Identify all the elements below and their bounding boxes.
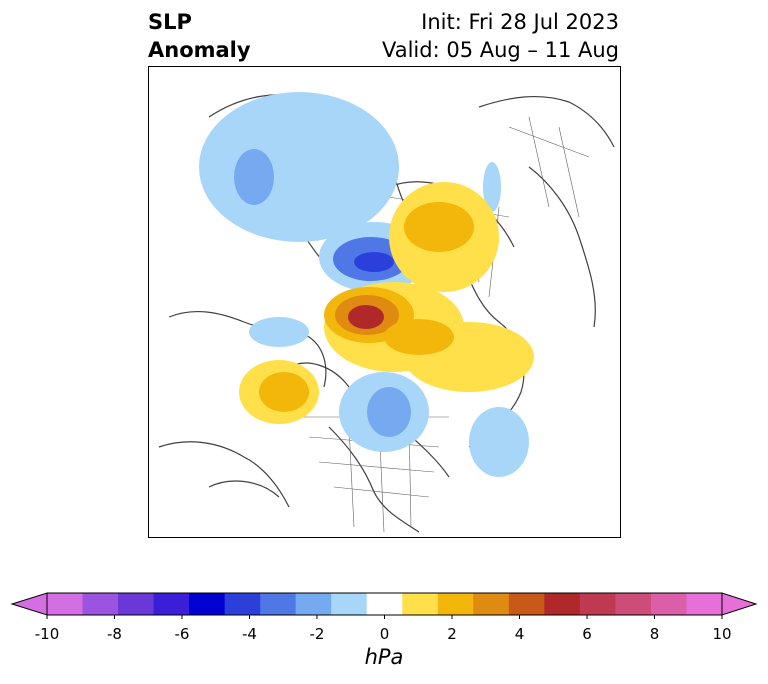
- colorbar: -10 -8 -6 -4 -2 0 2 4 6 8 10: [10, 592, 758, 643]
- colorbar-cell: [615, 593, 652, 615]
- colorbar-tick-label: -4: [242, 625, 257, 643]
- colorbar-unit-label: hPa: [364, 645, 404, 669]
- title-variable-line2: Anomaly: [148, 38, 251, 62]
- colorbar-tick-label: -8: [107, 625, 122, 643]
- colorbar-cell: [295, 593, 332, 615]
- colorbar-over-arrow: [721, 592, 758, 616]
- colorbar-cell: [260, 593, 297, 615]
- colorbar-tick-label: 4: [515, 625, 525, 643]
- colorbar-cell: [579, 593, 616, 615]
- anomaly-map: [148, 66, 621, 538]
- colorbar-cell: [47, 593, 84, 615]
- colorbar-cell: [473, 593, 510, 615]
- colorbar-cell: [650, 593, 687, 615]
- valid-dates: Valid: 05 Aug – 11 Aug: [381, 38, 619, 62]
- colorbar-cell: [544, 593, 581, 615]
- map-title: SLP Anomaly: [148, 8, 251, 64]
- colorbar-cell: [402, 593, 439, 615]
- colorbar-tick-label: -10: [35, 625, 60, 643]
- colorbar-tick-label: -6: [175, 625, 190, 643]
- colorbar-cell: [331, 593, 368, 615]
- colorbar-cell: [366, 593, 403, 615]
- colorbar-tick-label: -2: [310, 625, 325, 643]
- colorbar-cell: [189, 593, 226, 615]
- map-dates: Init: Fri 28 Jul 2023 Valid: 05 Aug – 11…: [382, 8, 619, 64]
- colorbar-cell: [224, 593, 261, 615]
- map-canvas: [158, 92, 615, 533]
- init-date: Init: Fri 28 Jul 2023: [421, 10, 619, 34]
- colorbar-cell: [82, 593, 119, 615]
- colorbar-cell: [437, 593, 474, 615]
- colorbar-tick-label: 8: [650, 625, 660, 643]
- colorbar-tick-label: 10: [712, 625, 731, 643]
- anomaly-contours: [199, 92, 534, 477]
- colorbar-cell: [153, 593, 190, 615]
- colorbar-cells: [47, 593, 723, 615]
- colorbar-under-arrow: [10, 592, 48, 616]
- colorbar-tick-label: 6: [582, 625, 592, 643]
- colorbar-cell: [686, 593, 723, 615]
- colorbar-cell: [118, 593, 155, 615]
- colorbar-ticks: -10 -8 -6 -4 -2 0 2 4 6 8 10: [35, 615, 732, 643]
- colorbar-cell: [508, 593, 545, 615]
- colorbar-tick-label: 0: [380, 625, 390, 643]
- colorbar-frame: [46, 592, 723, 616]
- colorbar-tick-label: 2: [447, 625, 457, 643]
- title-variable-line1: SLP: [148, 10, 192, 34]
